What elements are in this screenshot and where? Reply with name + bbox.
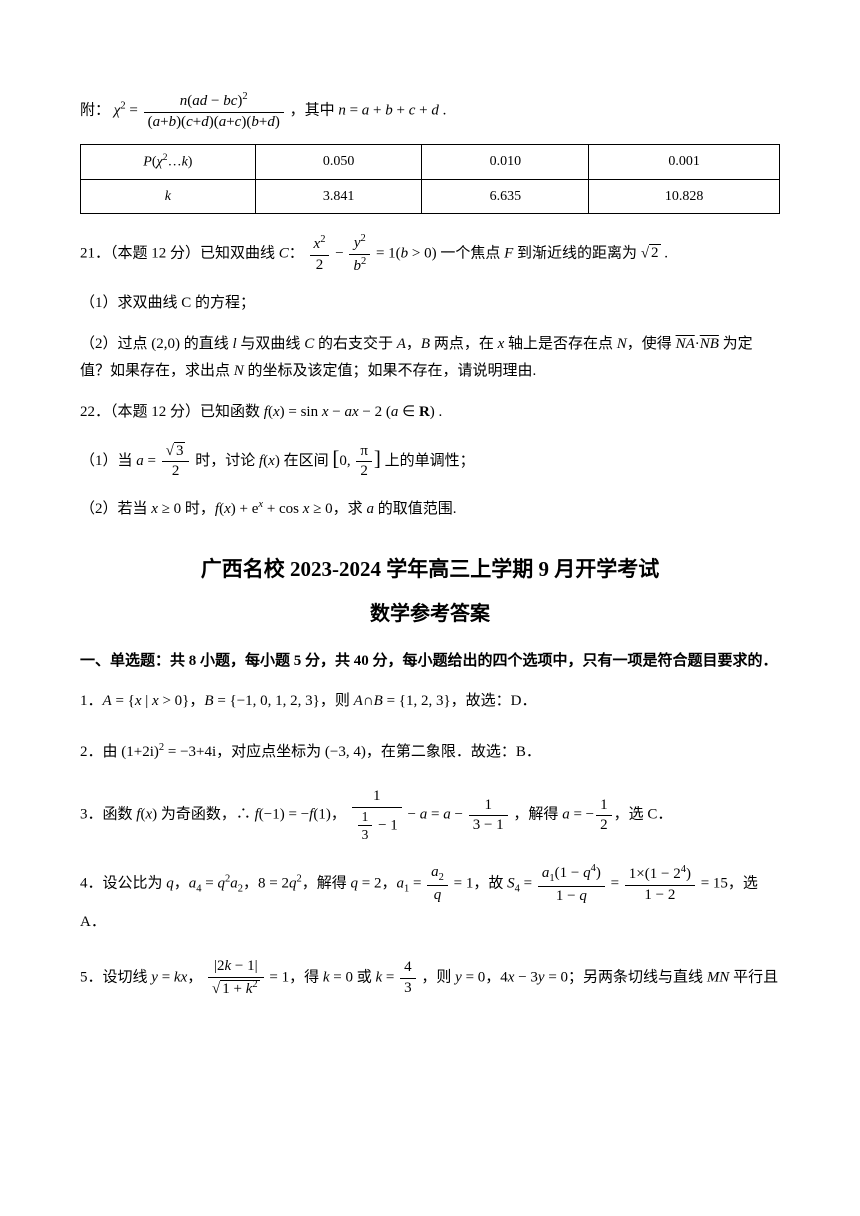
q22-part2: （2）若当 x ≥ 0 时，f(x) + ex + cos x ≥ 0，求 a … xyxy=(80,496,780,523)
section-header: 一、单选题：共 8 小题，每小题 5 分，共 40 分，每小题给出的四个选项中，… xyxy=(80,648,780,675)
table-row: P(χ2…k) 0.050 0.010 0.001 xyxy=(81,145,780,180)
answer-2: 2．由 (1+2i)2 = −3+4i，对应点坐标为 (−3, 4)，在第二象限… xyxy=(80,736,780,769)
chi-square-formula: 附： χ2 = n(ad − bc)2 (a+b)(c+d)(a+c)(b+d)… xyxy=(80,90,780,132)
answer-3: 3．函数 f(x) 为奇函数，∴ f(−1) = −f(1)， 113 − 1 … xyxy=(80,787,780,844)
table-row: k 3.841 6.635 10.828 xyxy=(81,179,780,213)
question-22: 22．（本题 12 分）已知函数 f(x) = sin x − ax − 2 (… xyxy=(80,399,780,426)
q22-part1: （1）当 a = √32 时，讨论 f(x) 在区间 [0, π2] 上的单调性… xyxy=(80,440,780,482)
q21-part1: （1）求双曲线 C 的方程； xyxy=(80,290,780,317)
question-21: 21．（本题 12 分）已知双曲线 C： x22 − y2b2 = 1(b > … xyxy=(80,232,780,276)
answer-4: 4．设公比为 q，a4 = q2a2，8 = 2q2，解得 q = 2，a1 =… xyxy=(80,862,780,939)
answer-title-main: 广西名校 2023-2024 学年高三上学期 9 月开学考试 xyxy=(80,551,780,589)
table-cell: 3.841 xyxy=(255,179,422,213)
formula-intro: 附： xyxy=(80,102,110,118)
answer-5: 5．设切线 y = kx， |2k − 1|√1 + k2 = 1，得 k = … xyxy=(80,957,780,999)
table-cell: 0.010 xyxy=(422,145,589,180)
q21-part2: （2）过点 (2,0) 的直线 l 与双曲线 C 的右支交于 A，B 两点，在 … xyxy=(80,331,780,385)
table-cell: 10.828 xyxy=(589,179,780,213)
table-cell: 0.050 xyxy=(255,145,422,180)
chi-square-table: P(χ2…k) 0.050 0.010 0.001 k 3.841 6.635 … xyxy=(80,144,780,214)
q21-header: 21．（本题 12 分）已知双曲线 C： xyxy=(80,245,304,261)
table-cell: 6.635 xyxy=(422,179,589,213)
answer-1: 1．A = {x | x > 0}，B = {−1, 0, 1, 2, 3}，则… xyxy=(80,685,780,718)
answer-title-sub: 数学参考答案 xyxy=(80,596,780,632)
table-cell: 0.001 xyxy=(589,145,780,180)
